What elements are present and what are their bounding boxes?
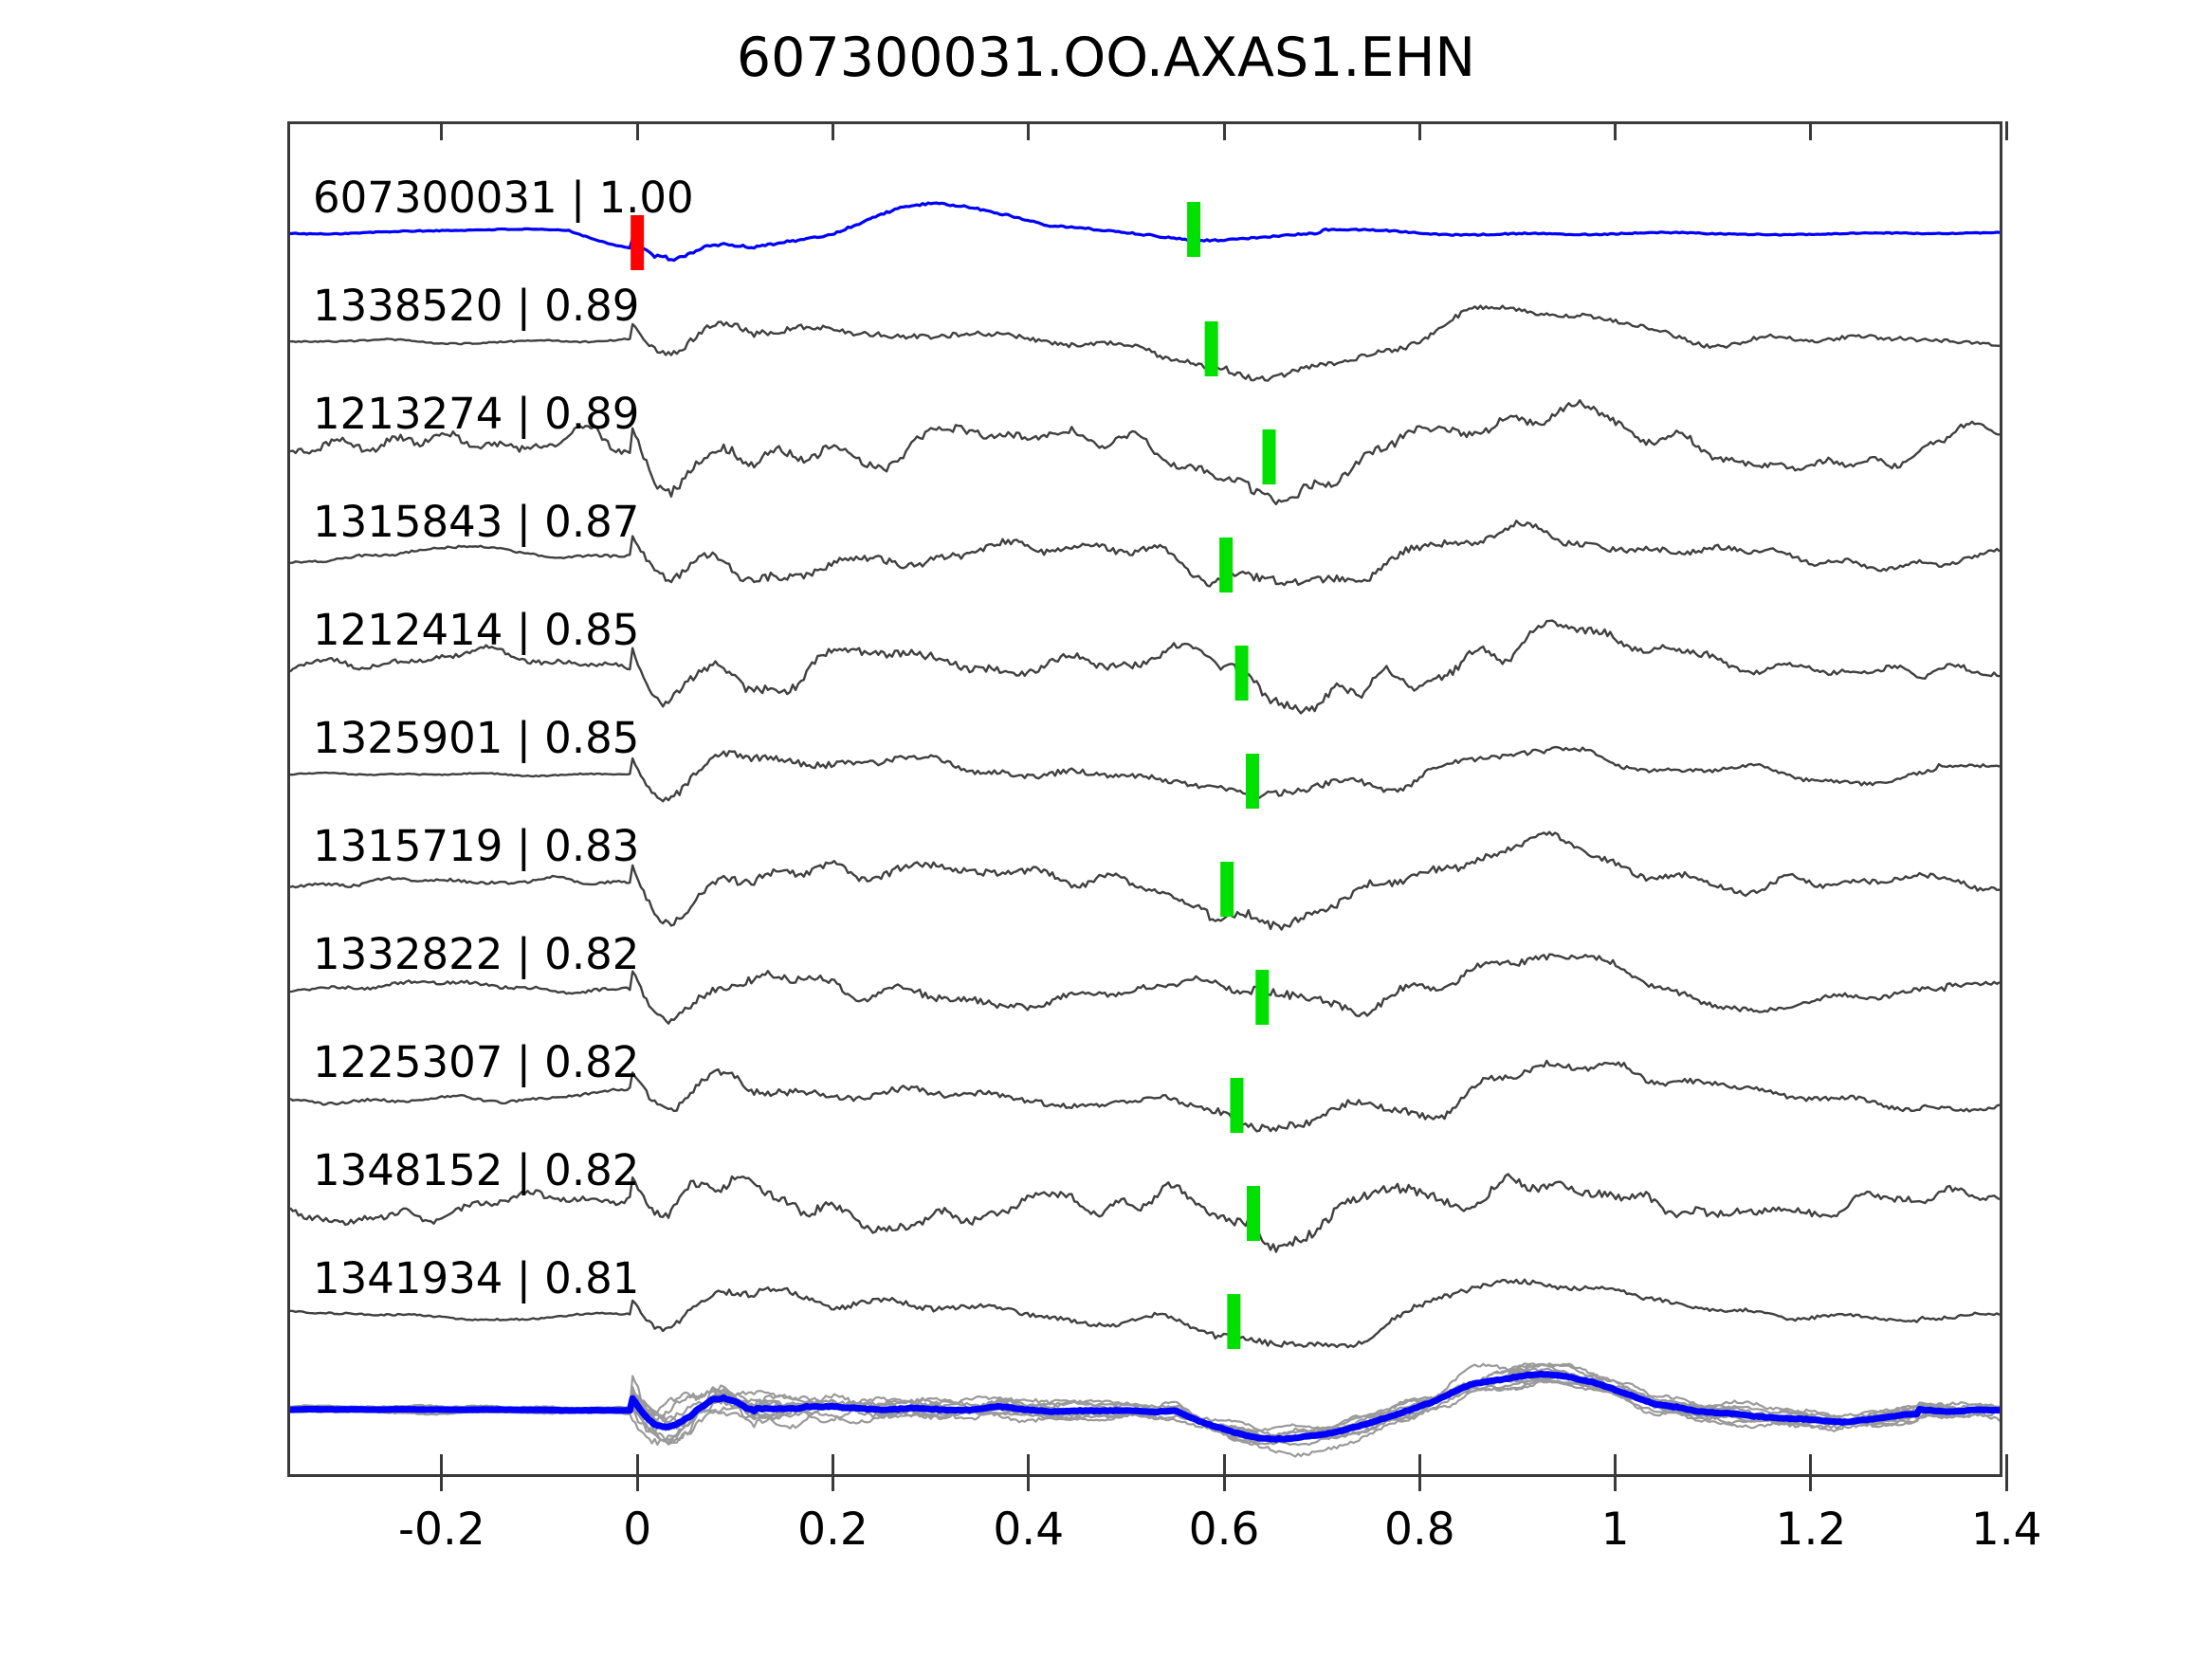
x-tick-mark-top <box>1809 121 1813 140</box>
x-tick-mark-top <box>1614 121 1618 140</box>
stack-mean-trace <box>290 1370 2000 1443</box>
x-tick-mark-inner <box>1417 1454 1421 1474</box>
trace-label: 1325901 | 0.85 <box>313 713 640 763</box>
match-waveform <box>290 1278 2000 1349</box>
x-tick-label: 0.8 <box>1383 1504 1455 1556</box>
x-tick-mark <box>1809 1474 1813 1491</box>
page-title: 607300031.OO.AXAS1.EHN <box>736 27 1476 89</box>
trace-label: 1213274 | 0.89 <box>313 389 640 439</box>
detection-pick-marker <box>1262 429 1276 484</box>
x-tick-mark-top <box>1027 121 1031 140</box>
x-tick-mark-inner <box>1614 1454 1618 1474</box>
detection-pick-marker <box>1255 970 1270 1025</box>
match-waveform <box>290 520 2000 588</box>
x-tick-label: 1 <box>1600 1504 1630 1556</box>
x-tick-mark-inner <box>2004 1454 2008 1474</box>
trace-label: 1348152 | 0.82 <box>313 1145 640 1195</box>
plot-area <box>287 121 2002 1477</box>
template-waveform <box>290 201 2000 263</box>
x-tick-mark-top <box>1417 121 1421 140</box>
detection-pick-marker <box>1234 646 1249 701</box>
detection-pick-marker <box>1204 321 1218 376</box>
x-tick-mark-top <box>2004 121 2008 140</box>
match-waveform <box>290 399 2000 506</box>
x-tick-label: 1.2 <box>1775 1504 1847 1556</box>
trace-label: 1212414 | 0.85 <box>313 605 640 655</box>
match-waveform <box>290 830 2000 931</box>
detection-pick-marker <box>1245 754 1259 809</box>
detection-pick-marker <box>1220 862 1234 917</box>
trace-label: 1332822 | 0.82 <box>313 929 640 979</box>
x-tick-mark-inner <box>440 1454 444 1474</box>
trace-label: 1315719 | 0.83 <box>313 821 640 871</box>
x-tick-label: 0.4 <box>993 1504 1065 1556</box>
x-tick-mark-top <box>635 121 639 140</box>
x-tick-mark <box>1027 1474 1031 1491</box>
x-tick-mark <box>1614 1474 1618 1491</box>
x-tick-label: -0.2 <box>398 1504 485 1556</box>
detection-pick-marker <box>1230 1078 1244 1133</box>
x-tick-mark-top <box>831 121 834 140</box>
trace-label: 607300031 | 1.00 <box>313 173 694 223</box>
x-tick-mark <box>2004 1474 2008 1491</box>
trace-label: 1338520 | 0.89 <box>313 281 640 331</box>
trace-label: 1341934 | 0.81 <box>313 1253 640 1304</box>
trace-label: 1315843 | 0.87 <box>313 497 640 547</box>
detection-pick-marker <box>1219 538 1234 592</box>
detection-pick-marker <box>1227 1294 1241 1349</box>
stack-overlay-trace <box>290 1362 2000 1442</box>
template-pick-marker <box>631 215 645 270</box>
x-tick-mark <box>635 1474 639 1491</box>
match-waveform <box>290 953 2000 1025</box>
x-tick-mark <box>1417 1474 1421 1491</box>
x-tick-mark-top <box>1222 121 1226 140</box>
x-tick-mark-inner <box>635 1454 639 1474</box>
x-tick-mark-top <box>440 121 444 140</box>
x-tick-mark <box>440 1474 444 1491</box>
x-tick-mark-inner <box>1222 1454 1226 1474</box>
x-tick-mark <box>1222 1474 1226 1491</box>
x-tick-mark <box>831 1474 834 1491</box>
trace-label: 1225307 | 0.82 <box>313 1037 640 1087</box>
x-tick-mark-inner <box>1809 1454 1813 1474</box>
detection-pick-marker <box>1187 202 1201 257</box>
x-tick-mark-inner <box>1027 1454 1031 1474</box>
match-waveform <box>290 1173 2000 1253</box>
x-tick-label: 0.2 <box>797 1504 868 1556</box>
x-tick-mark-inner <box>831 1454 834 1474</box>
x-tick-label: 1.4 <box>1970 1504 2042 1556</box>
match-waveform <box>290 1059 2000 1133</box>
x-tick-label: 0.6 <box>1188 1504 1260 1556</box>
detection-pick-marker <box>1246 1186 1260 1241</box>
match-waveform <box>290 619 2000 715</box>
match-waveform <box>290 745 2000 803</box>
waveform-plot <box>290 201 2000 1458</box>
match-waveform <box>290 304 2000 382</box>
x-tick-label: 0 <box>623 1504 652 1556</box>
